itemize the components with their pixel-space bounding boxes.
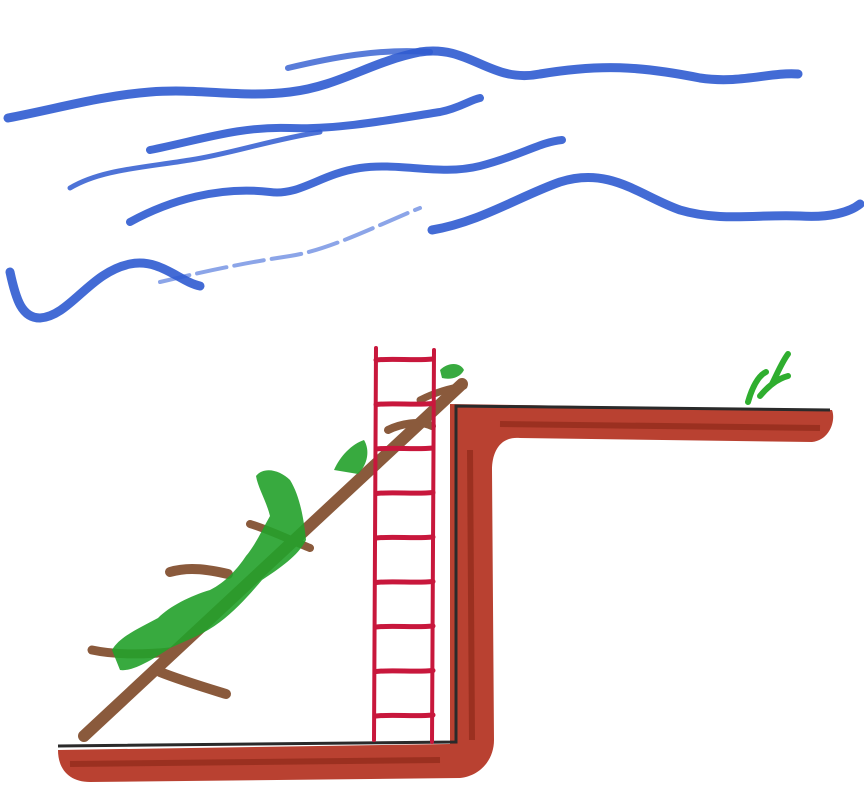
wind-line (285, 48, 433, 71)
ground (57, 404, 834, 782)
ladder-rung (373, 534, 436, 541)
wind-line (146, 94, 484, 154)
wind-line (158, 206, 422, 284)
ladder-rung (373, 445, 436, 452)
foliage (440, 364, 464, 379)
wind-line (5, 258, 205, 323)
ladder-rail-left (372, 346, 378, 742)
wind-line (126, 136, 566, 226)
wind-line (67, 129, 323, 191)
wind-line (3, 46, 803, 123)
ladder-rung (373, 579, 436, 585)
ladder (372, 346, 436, 744)
tree-branch (384, 419, 436, 434)
ladder-rung (373, 712, 436, 719)
ladder-rung (373, 490, 436, 496)
ground-line (57, 404, 831, 748)
wind-lines (3, 46, 864, 323)
ladder-rail-right (430, 348, 436, 744)
soil-layer (58, 404, 834, 782)
tree-branch (155, 667, 231, 699)
tree-branch (416, 382, 468, 404)
ladder-rung (373, 356, 436, 363)
ladder-rung (373, 668, 436, 674)
grass-tuft (745, 351, 791, 405)
ladder-rung (373, 401, 436, 407)
wind-line (427, 173, 864, 235)
fallen-tree (78, 364, 468, 742)
tree-branch (165, 563, 233, 579)
soil-texture (69, 421, 821, 767)
foliage (334, 440, 368, 474)
ladder-rung (373, 623, 436, 630)
foliage (112, 470, 306, 671)
